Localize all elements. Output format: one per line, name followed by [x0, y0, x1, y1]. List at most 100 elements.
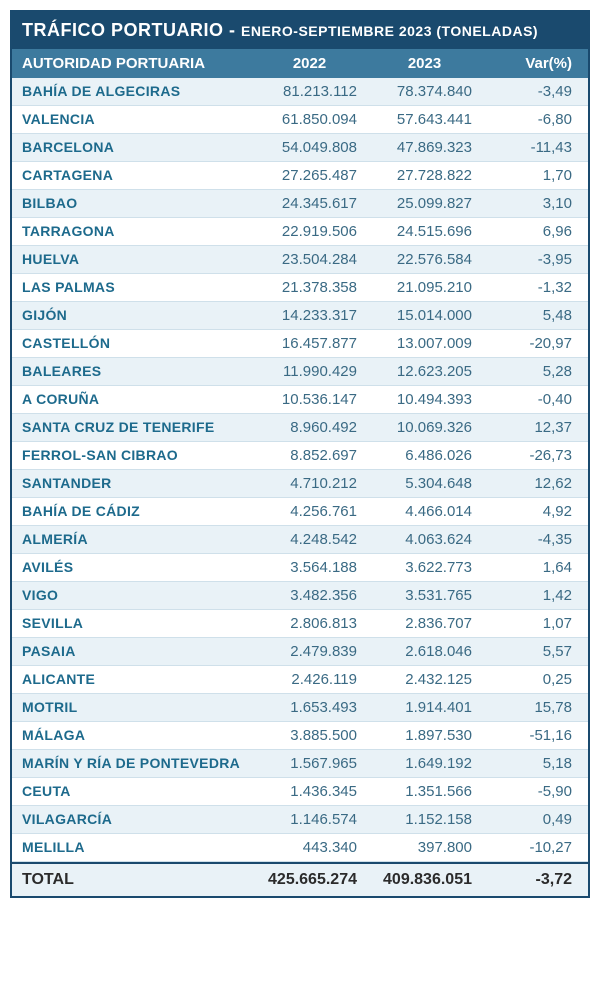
col-header-2023: 2023 — [367, 49, 482, 78]
cell-authority: LAS PALMAS — [12, 274, 252, 301]
cell-2022: 3.482.356 — [252, 582, 367, 609]
table-row: ALMERÍA4.248.5424.063.624-4,35 — [12, 526, 588, 554]
cell-var: -0,40 — [482, 386, 588, 413]
cell-2022: 1.567.965 — [252, 750, 367, 777]
cell-authority: GIJÓN — [12, 302, 252, 329]
cell-authority: SEVILLA — [12, 610, 252, 637]
cell-var: 4,92 — [482, 498, 588, 525]
cell-var: -11,43 — [482, 134, 588, 161]
cell-2022: 8.960.492 — [252, 414, 367, 441]
cell-var: 1,42 — [482, 582, 588, 609]
total-var: -3,72 — [482, 864, 588, 896]
title-sub: ENERO-SEPTIEMBRE 2023 (TONELADAS) — [241, 23, 538, 39]
cell-2022: 81.213.112 — [252, 78, 367, 105]
cell-2022: 1.436.345 — [252, 778, 367, 805]
cell-2022: 23.504.284 — [252, 246, 367, 273]
cell-var: 3,10 — [482, 190, 588, 217]
cell-var: 0,49 — [482, 806, 588, 833]
cell-authority: VILAGARCÍA — [12, 806, 252, 833]
cell-2023: 24.515.696 — [367, 218, 482, 245]
cell-var: -5,90 — [482, 778, 588, 805]
table-body: BAHÍA DE ALGECIRAS81.213.11278.374.840-3… — [12, 78, 588, 862]
cell-2023: 57.643.441 — [367, 106, 482, 133]
cell-2023: 13.007.009 — [367, 330, 482, 357]
table-row: SANTANDER4.710.2125.304.64812,62 — [12, 470, 588, 498]
cell-2023: 6.486.026 — [367, 442, 482, 469]
cell-var: 5,28 — [482, 358, 588, 385]
table-row: VALENCIA61.850.09457.643.441-6,80 — [12, 106, 588, 134]
table-row: GIJÓN14.233.31715.014.0005,48 — [12, 302, 588, 330]
cell-2023: 1.351.566 — [367, 778, 482, 805]
col-header-var: Var(%) — [482, 49, 588, 78]
cell-authority: BARCELONA — [12, 134, 252, 161]
cell-2023: 397.800 — [367, 834, 482, 861]
total-2022: 425.665.274 — [252, 864, 367, 896]
cell-authority: A CORUÑA — [12, 386, 252, 413]
cell-var: 5,57 — [482, 638, 588, 665]
cell-2022: 3.885.500 — [252, 722, 367, 749]
cell-authority: ALICANTE — [12, 666, 252, 693]
cell-2022: 4.256.761 — [252, 498, 367, 525]
cell-2022: 27.265.487 — [252, 162, 367, 189]
cell-2022: 2.426.119 — [252, 666, 367, 693]
cell-2023: 27.728.822 — [367, 162, 482, 189]
cell-2023: 1.897.530 — [367, 722, 482, 749]
cell-2023: 4.466.014 — [367, 498, 482, 525]
table-row: TARRAGONA22.919.50624.515.6966,96 — [12, 218, 588, 246]
table-row: CASTELLÓN16.457.87713.007.009-20,97 — [12, 330, 588, 358]
table-row: SANTA CRUZ DE TENERIFE8.960.49210.069.32… — [12, 414, 588, 442]
col-header-authority: AUTORIDAD PORTUARIA — [12, 49, 252, 78]
cell-var: -4,35 — [482, 526, 588, 553]
cell-2023: 5.304.648 — [367, 470, 482, 497]
table-row: SEVILLA2.806.8132.836.7071,07 — [12, 610, 588, 638]
cell-authority: ALMERÍA — [12, 526, 252, 553]
cell-authority: VIGO — [12, 582, 252, 609]
cell-authority: MELILLA — [12, 834, 252, 861]
table-row: AVILÉS3.564.1883.622.7731,64 — [12, 554, 588, 582]
cell-2023: 2.836.707 — [367, 610, 482, 637]
table-row: PASAIA2.479.8392.618.0465,57 — [12, 638, 588, 666]
total-row: TOTAL 425.665.274 409.836.051 -3,72 — [12, 862, 588, 896]
table-row: MOTRIL1.653.4931.914.40115,78 — [12, 694, 588, 722]
cell-2023: 25.099.827 — [367, 190, 482, 217]
cell-2022: 16.457.877 — [252, 330, 367, 357]
cell-2022: 54.049.808 — [252, 134, 367, 161]
table-container: TRÁFICO PORTUARIO - ENERO-SEPTIEMBRE 202… — [10, 10, 590, 898]
cell-var: -20,97 — [482, 330, 588, 357]
cell-2022: 1.653.493 — [252, 694, 367, 721]
cell-var: -26,73 — [482, 442, 588, 469]
cell-2023: 10.069.326 — [367, 414, 482, 441]
cell-authority: TARRAGONA — [12, 218, 252, 245]
table-row: BILBAO24.345.61725.099.8273,10 — [12, 190, 588, 218]
table-row: BALEARES11.990.42912.623.2055,28 — [12, 358, 588, 386]
cell-2023: 10.494.393 — [367, 386, 482, 413]
cell-2022: 4.248.542 — [252, 526, 367, 553]
cell-var: -1,32 — [482, 274, 588, 301]
cell-var: 6,96 — [482, 218, 588, 245]
table-row: BARCELONA54.049.80847.869.323-11,43 — [12, 134, 588, 162]
col-header-2022: 2022 — [252, 49, 367, 78]
cell-authority: HUELVA — [12, 246, 252, 273]
cell-2023: 4.063.624 — [367, 526, 482, 553]
cell-2022: 11.990.429 — [252, 358, 367, 385]
cell-var: -51,16 — [482, 722, 588, 749]
cell-authority: BALEARES — [12, 358, 252, 385]
table-title: TRÁFICO PORTUARIO - ENERO-SEPTIEMBRE 202… — [12, 12, 588, 49]
cell-authority: BAHÍA DE ALGECIRAS — [12, 78, 252, 105]
table-row: MÁLAGA3.885.5001.897.530-51,16 — [12, 722, 588, 750]
cell-authority: MARÍN Y RÍA DE PONTEVEDRA — [12, 750, 252, 777]
cell-var: 1,70 — [482, 162, 588, 189]
cell-var: 5,18 — [482, 750, 588, 777]
table-row: A CORUÑA10.536.14710.494.393-0,40 — [12, 386, 588, 414]
table-row: MELILLA443.340397.800-10,27 — [12, 834, 588, 862]
cell-authority: CARTAGENA — [12, 162, 252, 189]
cell-2022: 14.233.317 — [252, 302, 367, 329]
cell-var: 15,78 — [482, 694, 588, 721]
title-main: TRÁFICO PORTUARIO - — [22, 20, 241, 40]
cell-2023: 1.152.158 — [367, 806, 482, 833]
cell-2023: 1.649.192 — [367, 750, 482, 777]
cell-authority: MÁLAGA — [12, 722, 252, 749]
total-2023: 409.836.051 — [367, 864, 482, 896]
cell-2022: 1.146.574 — [252, 806, 367, 833]
cell-2023: 22.576.584 — [367, 246, 482, 273]
